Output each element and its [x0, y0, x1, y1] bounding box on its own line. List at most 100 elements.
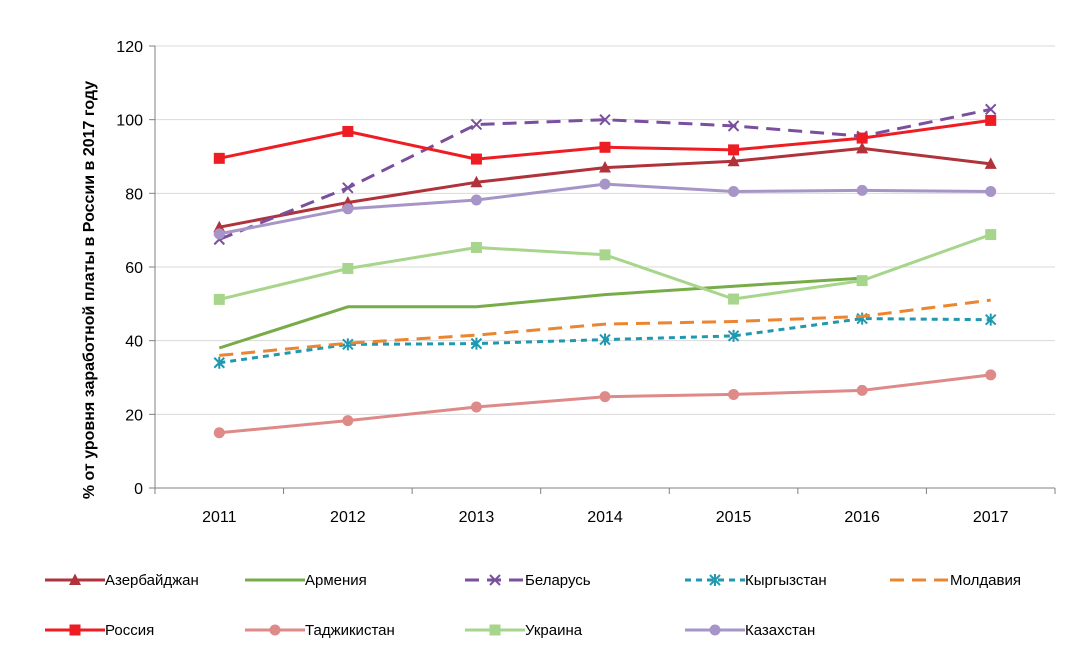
- data-point: [470, 401, 482, 413]
- data-point: [856, 184, 868, 196]
- legend-item: Украина: [465, 622, 583, 639]
- data-point: [727, 120, 740, 132]
- data-point: [727, 329, 740, 342]
- series-6: [213, 369, 997, 439]
- series-line: [218, 276, 863, 350]
- data-point: [599, 178, 611, 190]
- legend-label: Казахстан: [745, 622, 815, 639]
- data-point: [213, 356, 225, 369]
- data-point: [985, 229, 997, 241]
- data-point: [599, 161, 611, 173]
- series-5: [213, 114, 997, 165]
- y-tick-label: 100: [116, 113, 143, 130]
- y-axis-title: % от уровня заработной платы в России в …: [81, 81, 98, 499]
- data-point: [728, 293, 740, 305]
- y-tick-label: 120: [116, 39, 143, 56]
- data-point: [213, 293, 225, 305]
- legend-marker: [269, 624, 281, 636]
- data-point: [728, 388, 740, 400]
- data-point: [213, 427, 225, 439]
- legend-item: Армения: [245, 572, 367, 589]
- series-4: [219, 298, 991, 357]
- data-point: [342, 338, 354, 351]
- legend-label: Украина: [525, 622, 583, 639]
- data-point: [342, 262, 354, 274]
- x-tick-label: 2013: [459, 509, 495, 526]
- axes: 0 20 40 60 80 100 120 2011 2012 2013 2014 2015 2016 2…: [116, 39, 1056, 526]
- data-point: [599, 249, 611, 261]
- x-tick-label: 2016: [844, 509, 880, 526]
- legend-item: Беларусь: [465, 572, 591, 589]
- data-point: [213, 152, 225, 164]
- series-lines: [213, 103, 997, 439]
- series-2: [213, 103, 997, 246]
- data-point: [342, 203, 354, 215]
- data-point: [728, 185, 740, 197]
- data-point: [470, 153, 482, 165]
- series-line: [218, 118, 991, 161]
- data-point: [727, 154, 740, 167]
- x-tick-label: 2014: [587, 509, 623, 526]
- y-tick-label: 40: [125, 334, 143, 351]
- data-point: [599, 333, 611, 346]
- data-point: [985, 114, 997, 126]
- data-point: [856, 384, 868, 396]
- series-1: [218, 276, 863, 350]
- y-tick-label: 80: [125, 186, 143, 203]
- data-point: [856, 275, 868, 287]
- legend-marker: [489, 624, 501, 636]
- series-7: [213, 229, 997, 305]
- legend-marker: [709, 624, 721, 636]
- legend-label: Азербайджан: [105, 572, 199, 589]
- legend-marker: [69, 624, 81, 636]
- series-line: [219, 182, 991, 236]
- data-point: [599, 141, 611, 153]
- y-tick-label: 20: [125, 407, 143, 424]
- legend-label: Россия: [105, 622, 154, 639]
- data-point: [985, 185, 997, 197]
- legend-item: Кыргызстан: [685, 572, 827, 589]
- series-line: [218, 107, 992, 241]
- series-8: [213, 178, 997, 240]
- legend-label: Кыргызстан: [745, 572, 827, 589]
- legend-label: Беларусь: [525, 572, 591, 589]
- legend-label: Таджикистан: [305, 622, 395, 639]
- y-tick-label: 60: [125, 260, 143, 277]
- legend-label: Армения: [305, 572, 367, 589]
- legend-item: Азербайджан: [45, 572, 199, 589]
- data-point: [342, 125, 354, 137]
- data-point: [213, 228, 225, 240]
- legend-item: Таджикистан: [245, 622, 395, 639]
- series-line: [219, 373, 991, 435]
- legend-marker: [489, 574, 501, 586]
- legend-label: Молдавия: [950, 572, 1021, 589]
- data-point: [470, 175, 483, 188]
- data-point: [856, 132, 868, 144]
- data-point: [856, 141, 869, 154]
- x-tick-label: 2017: [973, 509, 1009, 526]
- legend-marker: [69, 573, 81, 585]
- y-tick-label: 0: [134, 481, 143, 498]
- data-point: [470, 118, 483, 131]
- x-tick-label: 2012: [330, 509, 366, 526]
- data-point: [342, 182, 354, 194]
- data-point: [985, 103, 997, 116]
- data-point: [599, 391, 611, 403]
- series-line: [219, 298, 991, 357]
- data-point: [984, 157, 997, 169]
- x-tick-label: 2015: [716, 509, 752, 526]
- legend: Азербайджан Армения Беларусь Кыргызстан Молд…: [45, 572, 1021, 639]
- legend-item: Россия: [45, 622, 154, 639]
- data-point: [599, 113, 611, 126]
- data-point: [470, 337, 483, 350]
- data-point: [728, 144, 740, 156]
- data-point: [470, 194, 482, 206]
- data-point: [985, 369, 997, 381]
- data-point: [470, 241, 482, 253]
- legend-item: Молдавия: [890, 572, 1021, 589]
- legend-item: Казахстан: [685, 622, 815, 639]
- data-point: [342, 415, 354, 427]
- x-tick-label: 2011: [202, 509, 237, 526]
